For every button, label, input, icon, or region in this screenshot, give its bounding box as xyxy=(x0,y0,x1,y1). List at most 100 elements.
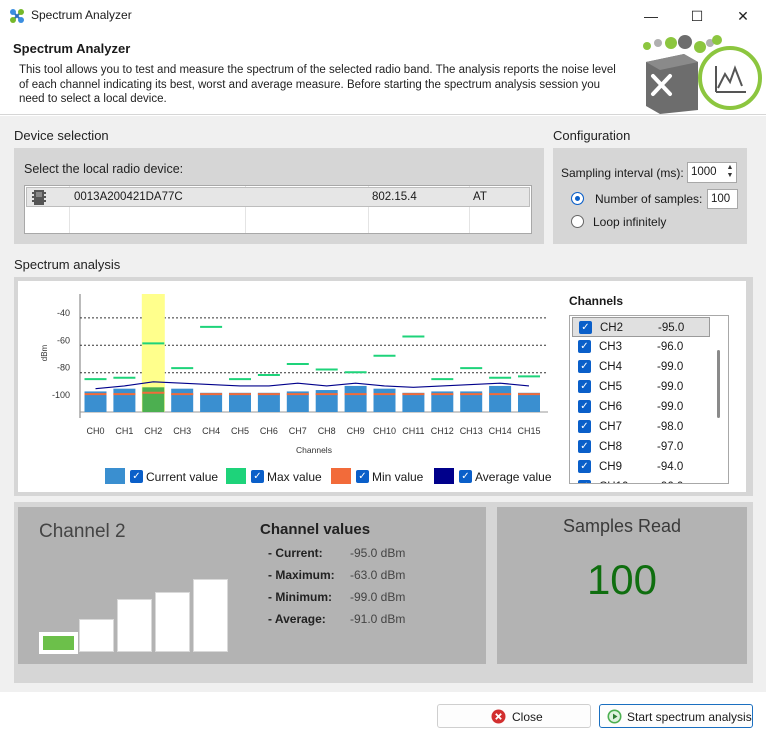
device-row[interactable]: 0013A200421DA77C 802.15.4 AT xyxy=(26,187,530,207)
number-of-samples-value: 100 xyxy=(711,193,731,205)
column-separator xyxy=(469,186,470,233)
start-spectrum-analysis-button[interactable]: Start spectrum analysis xyxy=(599,704,753,728)
channel-value-label: - Current: xyxy=(268,546,323,560)
channel-values-heading: Channel values xyxy=(260,521,371,538)
minimize-icon: — xyxy=(644,8,658,24)
channel-list-item[interactable]: ✓ CH10 -96.0 xyxy=(572,477,710,483)
device-address: 0013A200421DA77C xyxy=(74,191,183,203)
device-protocol: 802.15.4 xyxy=(372,191,417,203)
channel-name: CH10 xyxy=(599,481,628,483)
channel-list-item[interactable]: ✓ CH8 -97.0 xyxy=(572,437,710,457)
channel-checkbox[interactable]: ✓ xyxy=(578,480,591,483)
sampling-interval-input[interactable]: 1000 xyxy=(687,162,737,183)
number-of-samples-label: Number of samples: xyxy=(595,192,703,206)
close-window-button[interactable]: ✕ xyxy=(720,0,766,32)
samples-read-value: 100 xyxy=(586,556,658,603)
channel-value-label: - Minimum: xyxy=(268,590,332,604)
channel-name: CH4 xyxy=(599,361,623,373)
legend-swatch xyxy=(105,468,125,484)
spectrum-analysis-heading: Spectrum analysis xyxy=(14,257,121,272)
legend-swatch xyxy=(331,468,351,484)
legend-checkbox[interactable]: ✓ xyxy=(459,470,472,483)
close-button[interactable]: Close xyxy=(437,704,591,728)
maximize-button[interactable]: ☐ xyxy=(674,0,720,32)
channel-value-reading: -95.0 dBm xyxy=(350,546,406,560)
column-separator xyxy=(245,186,246,233)
channel-checkbox[interactable]: ✓ xyxy=(578,460,591,473)
channel-name: CH7 xyxy=(599,421,623,433)
close-button-label: Close xyxy=(512,710,543,724)
channel-value-label: - Maximum: xyxy=(268,568,335,582)
channel-value-reading: -99.0 dBm xyxy=(350,590,406,604)
legend-checkbox[interactable]: ✓ xyxy=(130,470,143,483)
channel-value: -98.0 xyxy=(657,421,684,433)
channel-value: -96.0 xyxy=(657,481,683,483)
column-separator xyxy=(368,186,369,233)
channel-name: CH9 xyxy=(599,461,623,473)
number-of-samples-radio[interactable] xyxy=(571,192,584,205)
legend-checkbox[interactable]: ✓ xyxy=(356,470,369,483)
start-button-label: Start spectrum analysis xyxy=(627,710,752,724)
header-description: This tool allows you to test and measure… xyxy=(19,64,616,105)
legend-label: Current value xyxy=(146,470,219,484)
channels-scrollbar[interactable] xyxy=(717,350,720,418)
channel-checkbox[interactable]: ✓ xyxy=(578,440,591,453)
channel-value-reading: -91.0 dBm xyxy=(350,612,406,626)
legend-label: Average value xyxy=(475,470,552,484)
loop-infinitely-label: Loop infinitely xyxy=(593,215,667,229)
channel-list-item[interactable]: ✓ CH7 -98.0 xyxy=(572,417,710,437)
channel-list-item[interactable]: ✓ CH5 -99.0 xyxy=(572,377,710,397)
channel-checkbox[interactable]: ✓ xyxy=(578,420,591,433)
signal-strength-bar xyxy=(79,619,114,652)
samples-read-panel xyxy=(497,507,747,664)
sampling-interval-label: Sampling interval (ms): xyxy=(561,166,684,180)
legend-label: Min value xyxy=(372,470,424,484)
channel-title: Channel 2 xyxy=(39,521,126,542)
channel-value: -99.0 xyxy=(657,381,684,393)
channel-list-item[interactable]: ✓ CH9 -94.0 xyxy=(572,457,710,477)
channel-value: -97.0 xyxy=(657,441,684,453)
signal-strength-bar xyxy=(39,632,78,654)
channel-checkbox[interactable]: ✓ xyxy=(578,400,591,413)
channel-checkbox[interactable]: ✓ xyxy=(578,380,591,393)
channel-list-item[interactable]: ✓ CH3 -96.0 xyxy=(572,337,710,357)
stepper-down-icon[interactable]: ▼ xyxy=(726,172,734,179)
stepper-up-icon[interactable]: ▲ xyxy=(726,164,734,171)
window-title: Spectrum Analyzer xyxy=(31,8,132,22)
channels-list[interactable]: ✓ CH2 -95.0 ✓ CH3 -96.0 ✓ CH4 -99.0 ✓ CH5 -99.0 ✓ CH6… xyxy=(569,315,729,484)
channel-checkbox[interactable]: ✓ xyxy=(578,360,591,373)
channel-name: CH5 xyxy=(599,381,623,393)
signal-strength-bar xyxy=(193,579,228,652)
tools-chart-logo-icon xyxy=(643,35,762,114)
close-icon: ✕ xyxy=(737,7,749,24)
minimize-button[interactable]: — xyxy=(628,0,674,32)
channel-name: CH3 xyxy=(599,341,623,353)
samples-read-heading: Samples Read xyxy=(562,516,682,536)
channel-value: -99.0 xyxy=(657,361,684,373)
channel-list-item[interactable]: ✓ CH4 -99.0 xyxy=(572,357,710,377)
channel-value: -95.0 xyxy=(658,322,685,334)
channel-value: -96.0 xyxy=(657,341,684,353)
header: Spectrum Analyzer This tool allows you t… xyxy=(0,32,766,115)
channel-list-item[interactable]: ✓ CH6 -99.0 xyxy=(572,397,710,417)
channel-checkbox[interactable]: ✓ xyxy=(579,321,592,334)
network-nodes-icon xyxy=(10,9,24,23)
signal-strength-bar xyxy=(117,599,152,652)
channel-checkbox[interactable]: ✓ xyxy=(578,340,591,353)
close-circle-icon xyxy=(491,709,506,724)
legend-checkbox[interactable]: ✓ xyxy=(251,470,264,483)
sampling-interval-stepper[interactable]: ▲ ▼ xyxy=(724,164,736,180)
loop-infinitely-radio[interactable] xyxy=(571,215,584,228)
device-mode: AT xyxy=(473,191,487,203)
device-list[interactable]: 0013A200421DA77C 802.15.4 AT xyxy=(24,185,532,234)
channels-heading: Channels xyxy=(569,294,624,308)
header-title: Spectrum Analyzer xyxy=(13,41,131,56)
number-of-samples-input[interactable]: 100 xyxy=(707,189,738,209)
channel-name: CH8 xyxy=(599,441,623,453)
channel-name: CH6 xyxy=(599,401,623,413)
channel-name: CH2 xyxy=(600,322,624,334)
channel-value-label: - Average: xyxy=(268,612,326,626)
configuration-heading: Configuration xyxy=(553,128,631,143)
channel-value: -94.0 xyxy=(657,461,684,473)
channel-list-item[interactable]: ✓ CH2 -95.0 xyxy=(572,317,710,337)
